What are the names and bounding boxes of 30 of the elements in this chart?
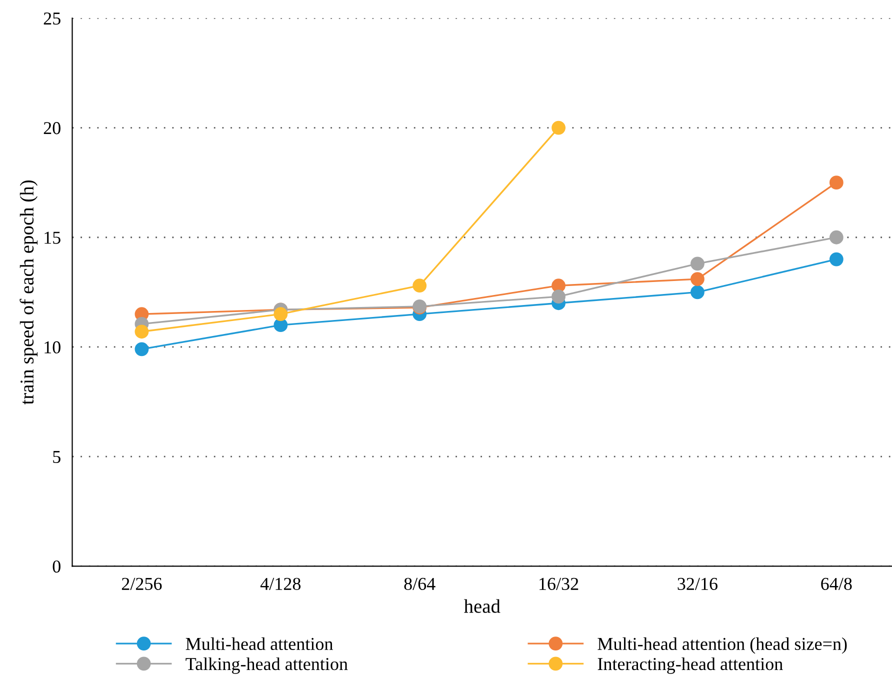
y-tick-label: 5 xyxy=(53,451,60,464)
point xyxy=(690,285,704,300)
point xyxy=(690,256,704,271)
point xyxy=(274,307,288,322)
y-tick-label: 10 xyxy=(44,341,60,354)
point xyxy=(690,272,704,286)
x-tick-label: 8/64 xyxy=(404,578,436,590)
y-axis-title: train speed of each epoch (h) xyxy=(20,180,38,405)
legend-label: Interacting-head attention xyxy=(598,657,783,674)
point xyxy=(829,252,844,266)
point xyxy=(829,176,844,190)
y-tick-label: 20 xyxy=(44,122,60,134)
legend-label: Multi-head attention (head size=n) xyxy=(598,637,847,654)
x-tick-label: 16/32 xyxy=(540,578,578,590)
point xyxy=(134,324,149,339)
point xyxy=(412,278,427,293)
point xyxy=(134,342,149,356)
point xyxy=(552,290,566,304)
x-tick-label: 32/16 xyxy=(678,578,718,590)
x-axis-title: head xyxy=(464,599,500,613)
y-tick-label: 0 xyxy=(52,560,60,573)
y-tick-label: 25 xyxy=(44,12,60,25)
point xyxy=(552,120,566,135)
y-tick-label: 15 xyxy=(44,232,60,244)
x-tick-label: 4/128 xyxy=(260,578,301,590)
legend-label: Multi-head attention xyxy=(186,637,333,650)
x-tick-label: 2/256 xyxy=(122,578,162,590)
x-tick-label: 64/8 xyxy=(821,578,852,590)
point xyxy=(829,230,844,244)
legend-label: Talking-head attention xyxy=(186,657,348,674)
